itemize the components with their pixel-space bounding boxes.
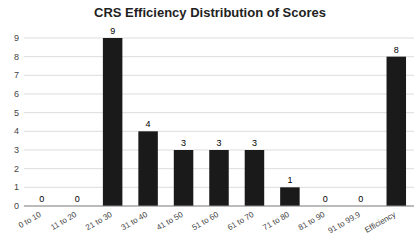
- grid-line: [24, 75, 414, 76]
- bar: [245, 150, 264, 206]
- y-tick-label: 0: [14, 201, 19, 211]
- title: CRS Efficiency Distribution of Scores: [94, 5, 326, 20]
- data-label: 0: [323, 194, 328, 204]
- grid-line: [24, 112, 414, 113]
- data-label: 4: [146, 119, 151, 129]
- y-tick-label: 1: [14, 182, 19, 192]
- grid-line: [24, 131, 414, 132]
- data-label: 0: [358, 194, 363, 204]
- data-label: 1: [287, 175, 292, 185]
- bars: [103, 38, 406, 206]
- y-tick-label: 4: [14, 126, 19, 136]
- bar: [387, 57, 407, 206]
- y-tick-label: 5: [14, 108, 19, 118]
- y-tick-label: 9: [14, 33, 19, 43]
- y-tick-label: 7: [14, 70, 19, 80]
- bar: [103, 38, 123, 206]
- x-tick-label: 41 to 50: [155, 210, 185, 233]
- x-tick-label: 51 to 60: [190, 210, 220, 233]
- x-tick-label: 61 to 70: [226, 210, 256, 233]
- bar: [138, 131, 158, 206]
- x-tick-label: 0 to 10: [17, 210, 43, 230]
- x-tick-label: 81 to 90: [297, 210, 327, 233]
- bar: [174, 150, 194, 206]
- grid-line: [24, 38, 414, 39]
- grid-line: [24, 94, 414, 95]
- x-tick-label: 11 to 20: [49, 210, 79, 232]
- data-label: 9: [110, 26, 115, 36]
- x-tick-label: 71 to 80: [261, 210, 291, 233]
- x-tick-label: 21 to 30: [84, 210, 114, 233]
- x-axis-line: [24, 206, 414, 207]
- chart-container: CRS Efficiency Distribution of Scores 0 1 2…: [0, 0, 420, 246]
- x-tick-label: 31 to 40: [120, 210, 150, 233]
- y-tick-label: 3: [14, 145, 19, 155]
- x-tick-label: 91 to 99.9: [326, 210, 362, 236]
- grid: [24, 38, 414, 206]
- data-label: 3: [181, 138, 186, 148]
- grid-line: [24, 206, 414, 207]
- chart-svg: CRS Efficiency Distribution of Scores 0 1 2…: [0, 0, 420, 246]
- data-label: 0: [39, 194, 44, 204]
- grid-line: [24, 56, 414, 57]
- data-label: 8: [394, 45, 399, 55]
- x-tick-label: Efficiency: [363, 210, 397, 235]
- bar: [209, 150, 229, 206]
- bar: [280, 187, 300, 206]
- data-label: 3: [216, 138, 221, 148]
- y-tick-label: 8: [14, 52, 19, 62]
- y-tick-label: 6: [14, 89, 19, 99]
- data-label: 0: [75, 194, 80, 204]
- data-label: 3: [252, 138, 257, 148]
- y-tick-label: 2: [14, 164, 19, 174]
